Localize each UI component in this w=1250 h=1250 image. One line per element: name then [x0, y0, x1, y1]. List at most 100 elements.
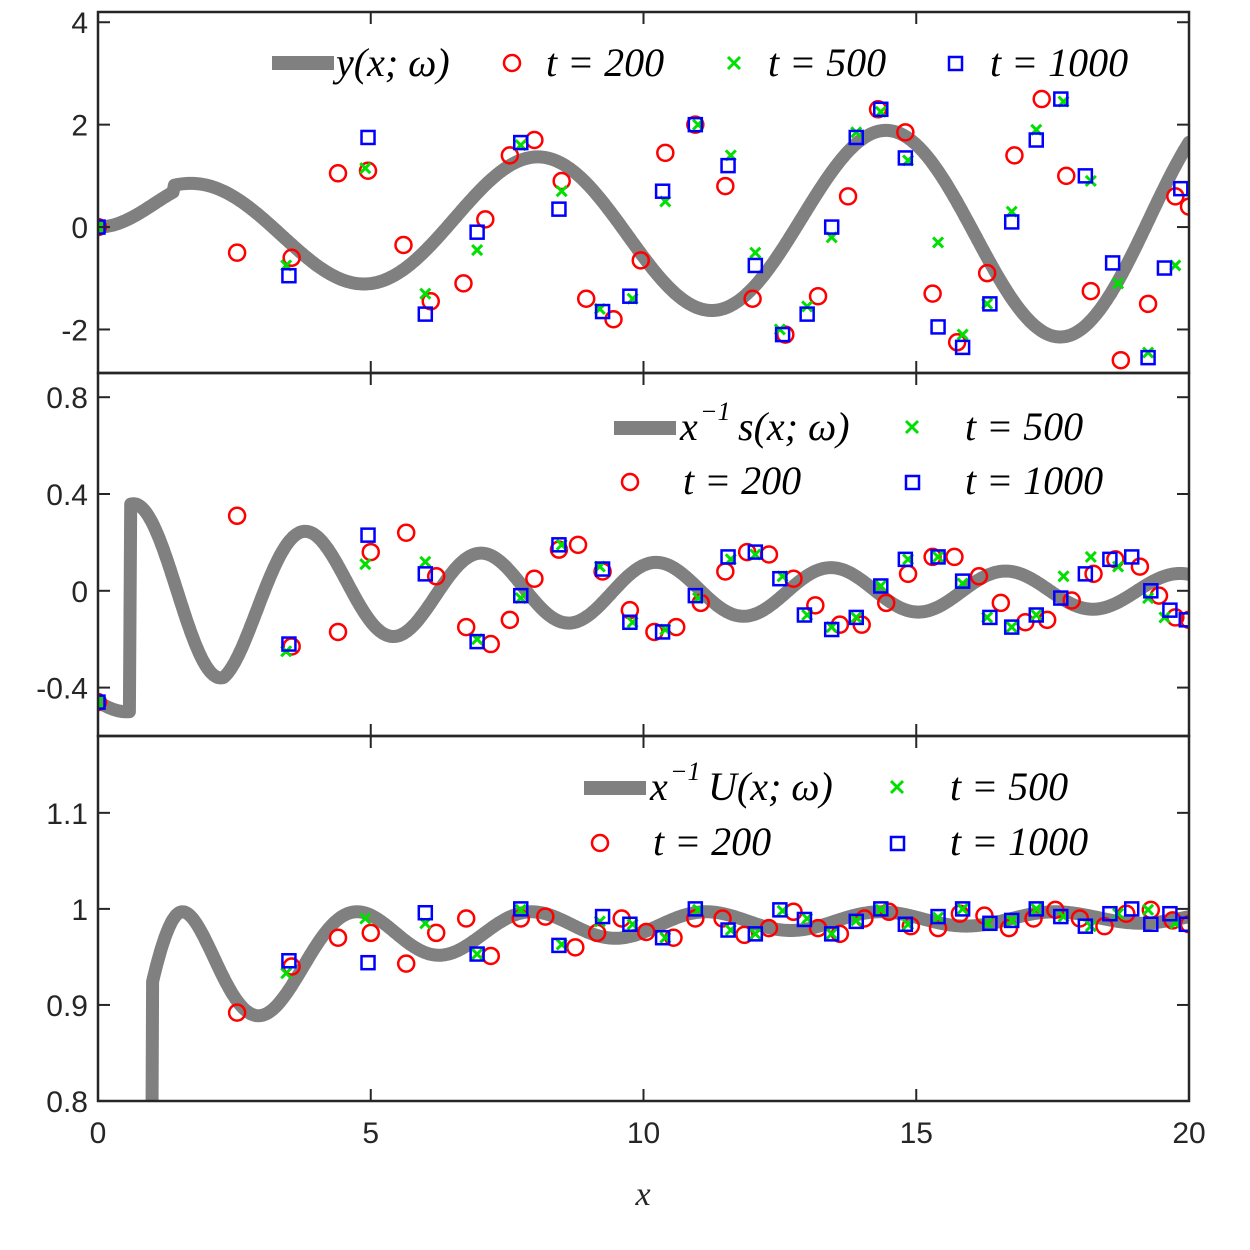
point-x-mid	[98, 696, 105, 709]
point-circle-mid	[830, 615, 850, 634]
point-circle-mid	[806, 596, 825, 615]
legend-top-x-marker	[726, 55, 742, 71]
point-square-top	[982, 296, 998, 312]
point-square-bot	[417, 904, 434, 921]
point-x-mid	[850, 611, 863, 624]
point-square-mid	[687, 587, 704, 604]
point-square-mid	[513, 587, 529, 604]
point-x-stroke	[850, 611, 863, 624]
point-x-mid	[932, 550, 945, 563]
point-x-bot	[514, 903, 527, 916]
point-x-stroke	[1112, 560, 1125, 573]
point-x-mid	[1005, 621, 1018, 634]
point-square-top	[720, 157, 736, 174]
point-x-stroke	[280, 967, 293, 980]
point-x-stroke	[1057, 570, 1070, 583]
point-square-mid	[930, 549, 946, 565]
point-circle-top	[977, 263, 997, 283]
point-x-stroke	[1142, 346, 1155, 359]
point-square-top	[551, 201, 567, 217]
point-circle-top	[328, 164, 348, 183]
point-x-top	[98, 221, 105, 234]
plot-area-mid	[98, 497, 1189, 719]
point-square-bot	[1077, 918, 1094, 934]
point-circle-top	[838, 187, 858, 206]
point-square-bot	[982, 915, 998, 932]
point-square-mid	[594, 561, 611, 577]
point-x-top	[471, 244, 484, 257]
point-circle-bot	[566, 938, 585, 957]
point-x-bot	[749, 927, 762, 940]
point-x-bot	[471, 947, 484, 961]
point-x-stroke	[419, 287, 432, 300]
legend-bot-t200-label: t = 200	[653, 819, 771, 864]
legend-top-line-label: y(x; ω)	[332, 40, 450, 85]
point-square-mid	[1178, 612, 1189, 628]
legend-top-t500-label: t = 500	[768, 40, 886, 85]
legend-bot-line-rest: U(x; ω)	[708, 764, 833, 809]
x-tick-label: 0	[90, 1117, 107, 1150]
y-tick-label-bot: 1.1	[46, 798, 88, 831]
point-x-stroke	[932, 911, 945, 924]
point-square-mid	[622, 614, 638, 631]
point-circle-mid	[737, 542, 757, 562]
point-square-bot	[551, 937, 567, 954]
point-x-stroke	[359, 162, 372, 175]
point-square-top	[1053, 91, 1069, 107]
point-circle-mid	[1130, 557, 1150, 576]
point-square-bot	[469, 946, 485, 962]
point-square-top	[799, 306, 815, 322]
point-square-top	[360, 129, 376, 146]
point-x-top	[956, 328, 969, 341]
point-square-bot	[1053, 908, 1069, 925]
point-x-top	[749, 246, 762, 259]
point-x-stroke	[749, 246, 762, 259]
point-circle-top	[552, 171, 571, 191]
point-square-mid	[360, 527, 376, 543]
legend-bot-square-marker	[889, 835, 906, 852]
point-x-stroke	[932, 550, 945, 563]
point-x-bot	[1005, 914, 1018, 927]
point-square-bot	[1178, 916, 1189, 933]
point-square-top	[1156, 260, 1173, 276]
point-square-top	[594, 303, 611, 320]
y-tick-label-bot: 0.8	[46, 1086, 88, 1119]
point-circle-mid	[426, 567, 446, 586]
y-tick-label-top: 4	[71, 7, 88, 40]
point-circle-bot	[361, 923, 380, 943]
point-x-stroke	[874, 903, 887, 916]
x-tick-label: 15	[900, 1117, 933, 1150]
point-circle-top	[1057, 166, 1076, 186]
point-square-bot	[1162, 905, 1178, 922]
point-square-top	[1173, 180, 1189, 197]
point-square-top	[897, 150, 914, 166]
point-square-mid	[1102, 551, 1118, 568]
point-x-stroke	[98, 699, 105, 709]
point-x-stroke	[593, 915, 606, 928]
point-circle-top	[227, 243, 247, 262]
legend-bot-t1000-label: t = 1000	[950, 819, 1088, 864]
legend-mid-square-marker	[904, 474, 921, 491]
point-square-mid	[747, 544, 764, 560]
point-square-top	[513, 134, 529, 151]
point-square-top	[848, 129, 864, 146]
point-circle-top	[358, 161, 378, 180]
point-square-bot	[687, 901, 704, 917]
legend-top: y(x; ω) t = 200 t = 500 t = 1000	[272, 40, 1128, 85]
panel-top: -2 0 2 4	[61, 7, 1191, 375]
point-x-mid	[1112, 560, 1125, 573]
point-x-stroke	[1030, 902, 1043, 915]
legend-mid-t500-label: t = 500	[965, 404, 1083, 449]
point-square-mid	[469, 633, 485, 650]
y-tick-label-bot: 1	[71, 894, 88, 927]
point-x-mid	[1084, 550, 1097, 563]
x-tick-label: 10	[627, 1117, 660, 1150]
point-x-stroke	[98, 696, 105, 705]
legend-mid-t200-label: t = 200	[683, 458, 801, 503]
point-circle-mid	[98, 692, 108, 712]
point-square-top	[747, 257, 764, 274]
point-x-top	[932, 236, 945, 249]
point-circle-mid	[396, 523, 416, 542]
legend-bot-line-base: x	[649, 764, 668, 809]
legend-top-t1000-label: t = 1000	[990, 40, 1128, 85]
